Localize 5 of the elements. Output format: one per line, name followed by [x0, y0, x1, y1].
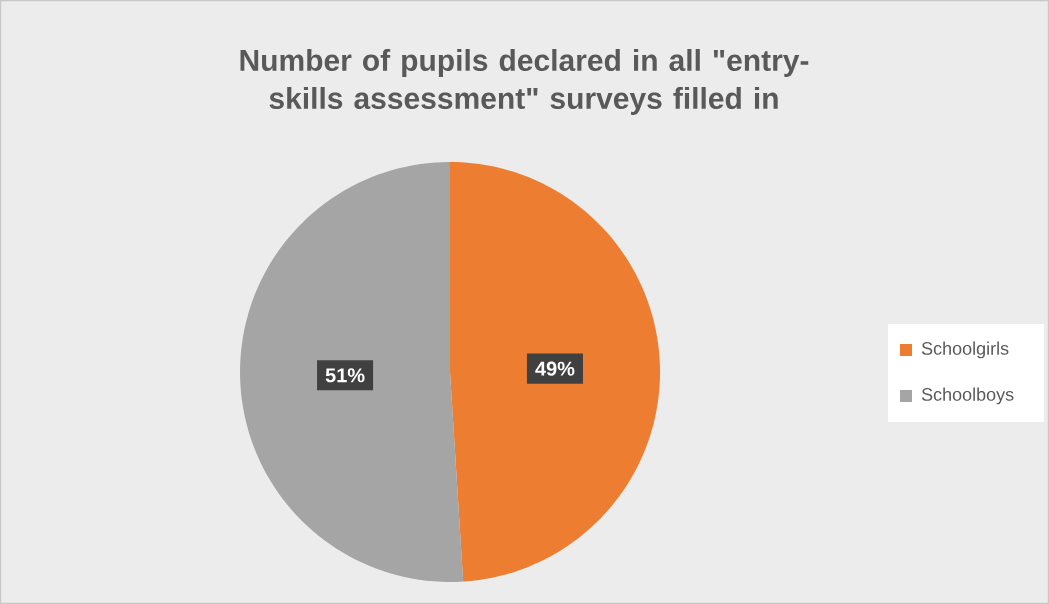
data-label: 51% — [325, 368, 365, 383]
legend-label: Schoolgirls — [921, 341, 1009, 359]
data-label: 49% — [535, 361, 575, 376]
legend-label: Schoolboys — [921, 387, 1014, 405]
chart-title: Number of pupils declared in all "entry-skills assessment" surveys filled in — [240, 49, 809, 115]
